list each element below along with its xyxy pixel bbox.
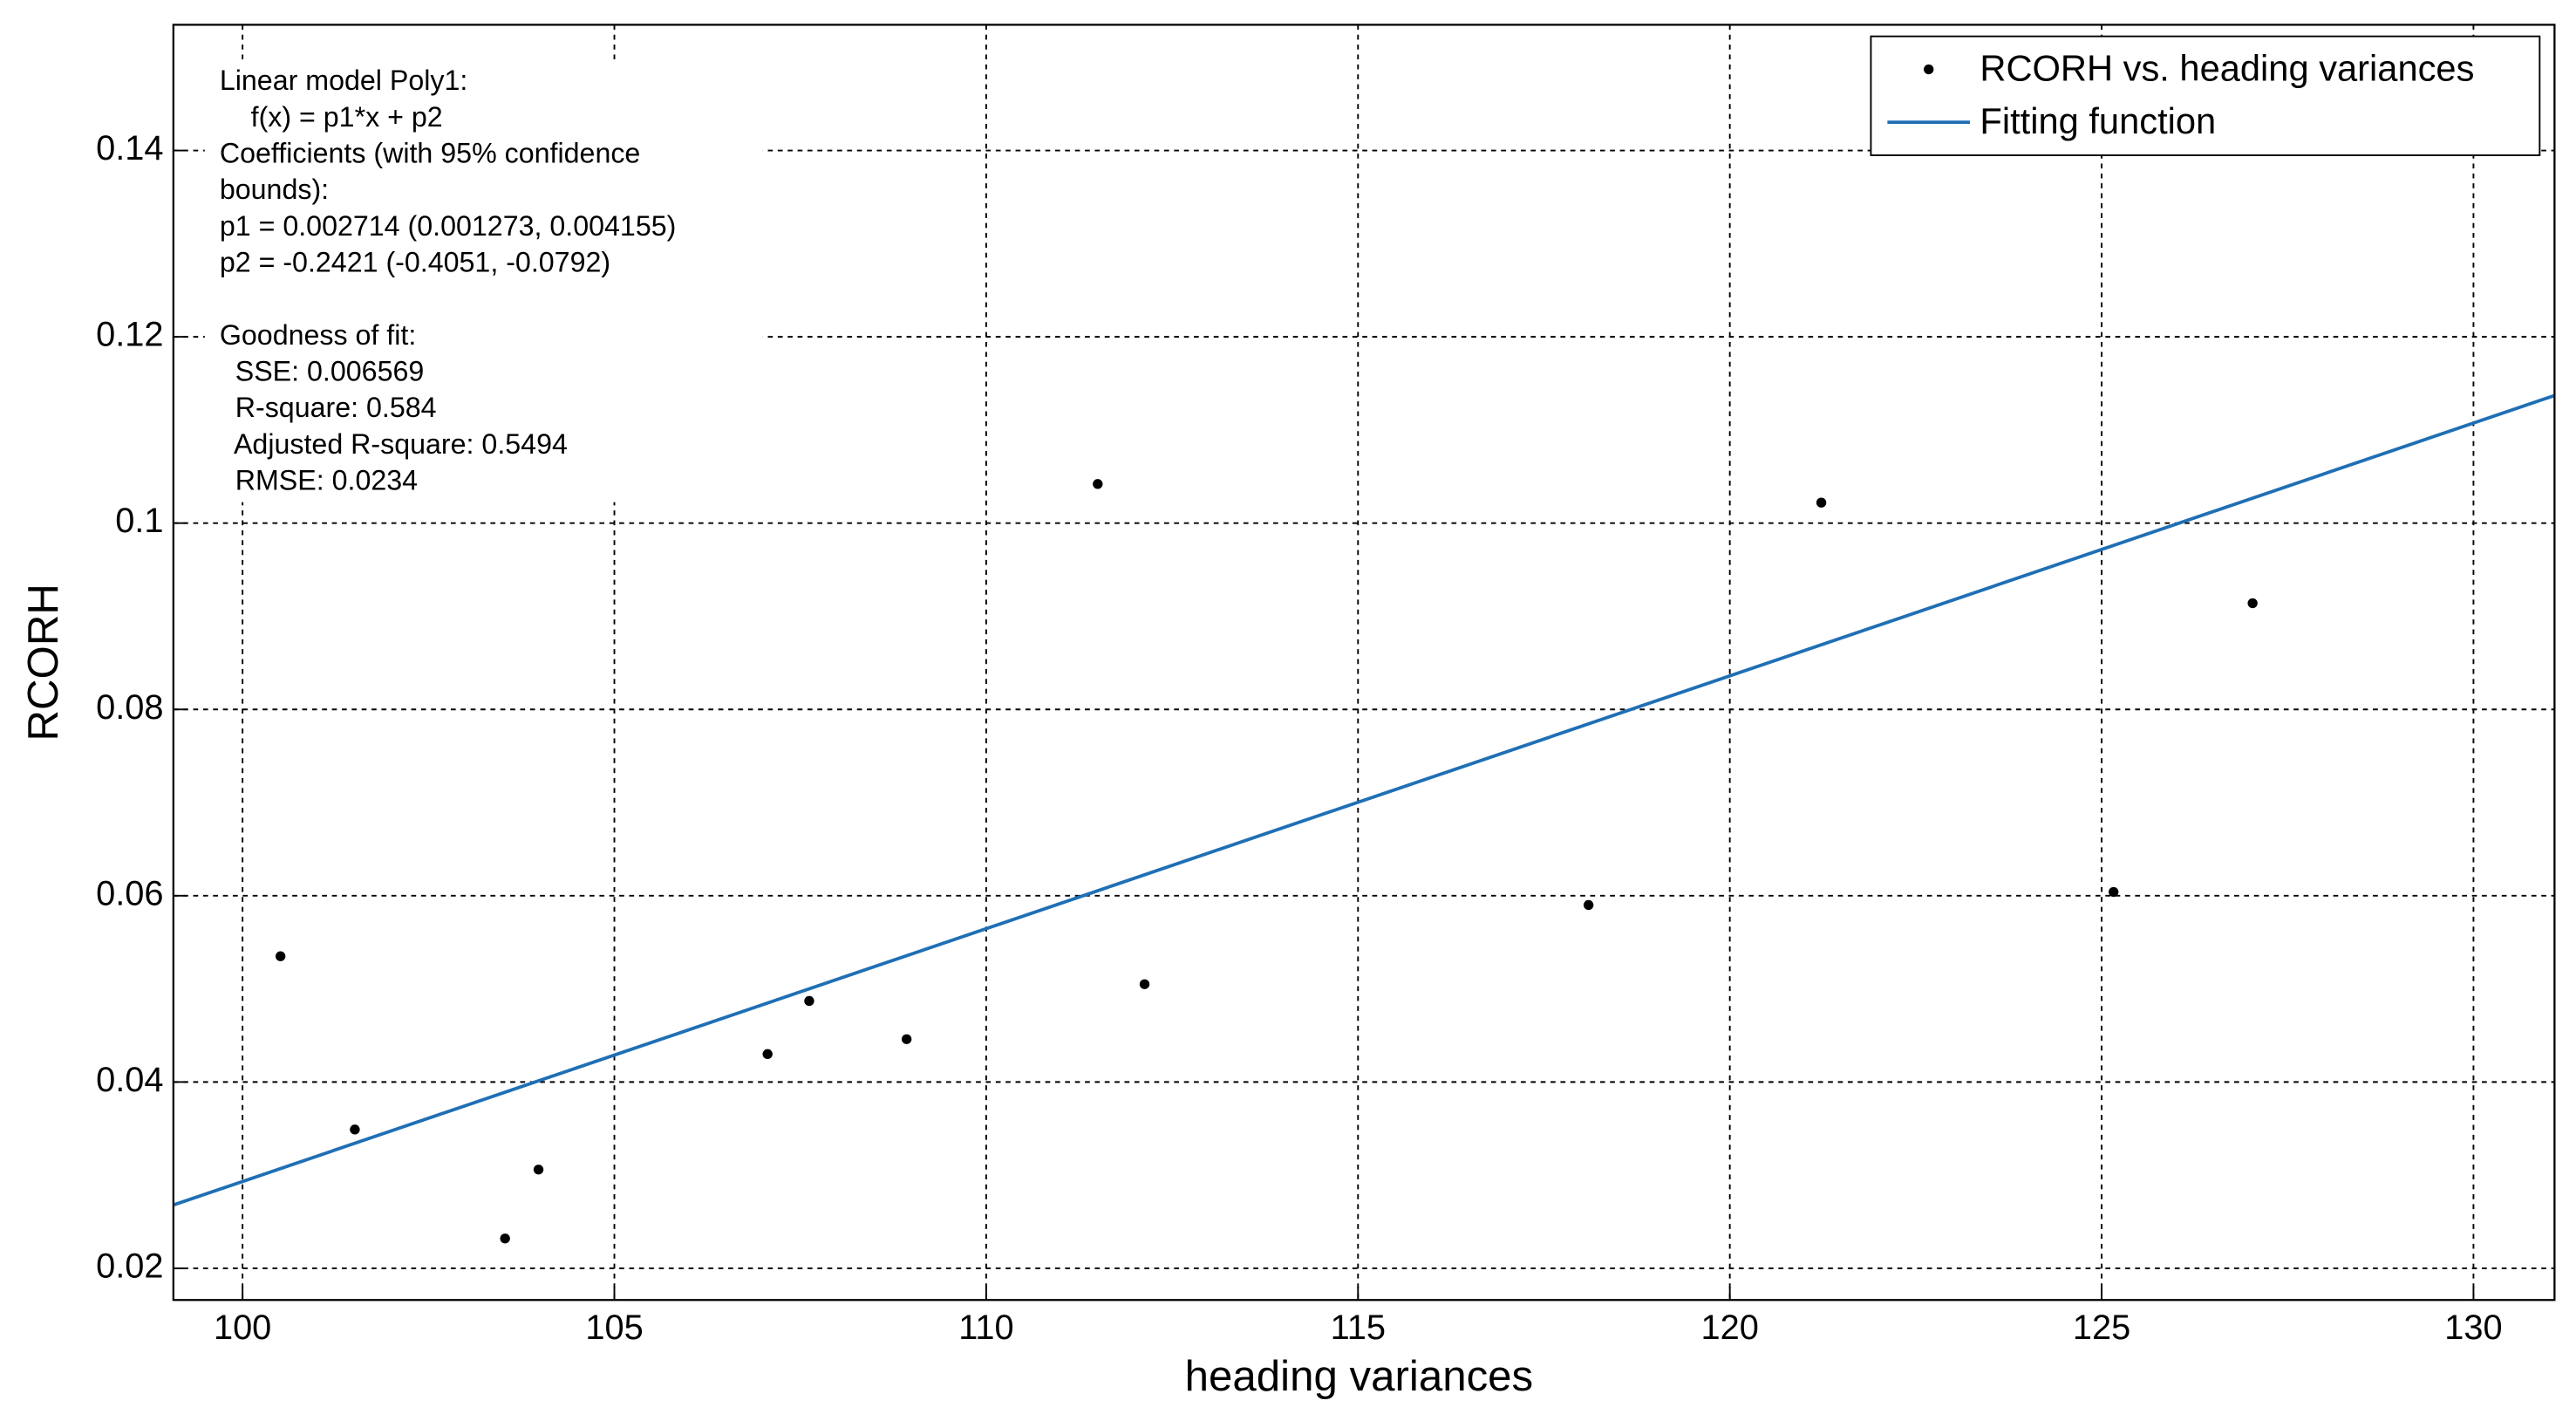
y-tick-label: 0.02 <box>96 1247 163 1285</box>
annotation-line: bounds): <box>220 174 329 205</box>
x-tick-label: 120 <box>1700 1308 1758 1347</box>
x-tick-label: 105 <box>585 1308 643 1347</box>
annotation-line: f(x) = p1*x + p2 <box>220 101 443 133</box>
fit-line <box>173 393 2555 1207</box>
x-tick-label: 125 <box>2073 1308 2130 1347</box>
data-point <box>2109 886 2119 898</box>
annotation-line: Adjusted R-square: 0.5494 <box>220 428 568 460</box>
legend-label: RCORH vs. heading variances <box>1980 47 2474 88</box>
x-axis-label: heading variances <box>1185 1352 1533 1400</box>
data-point <box>2247 598 2258 609</box>
annotation-line: RMSE: 0.0234 <box>220 464 418 495</box>
annotation-line: p2 = -0.2421 (-0.4051, -0.0792) <box>220 246 610 277</box>
data-point <box>275 951 286 961</box>
annotation-box <box>204 59 763 502</box>
x-tick-label: 100 <box>214 1308 271 1347</box>
y-axis-label: RCORH <box>19 584 67 741</box>
annotation-line: R-square: 0.584 <box>220 392 437 423</box>
y-tick-label: 0.06 <box>96 874 163 912</box>
legend-box <box>1870 35 2541 156</box>
y-tick-label: 0.08 <box>96 688 163 727</box>
axes-box <box>172 24 2556 1302</box>
x-tick-label: 110 <box>958 1308 1013 1347</box>
data-point <box>500 1233 510 1244</box>
annotation-line: Linear model Poly1: <box>220 65 468 96</box>
x-tick-label: 130 <box>2444 1308 2502 1347</box>
y-tick-label: 0.04 <box>96 1061 163 1099</box>
x-tick-label: 115 <box>1331 1308 1386 1347</box>
annotation-line: SSE: 0.006569 <box>220 355 424 386</box>
annotation-line: p1 = 0.002714 (0.001273, 0.004155) <box>220 210 677 242</box>
y-tick-label: 0.12 <box>96 316 163 354</box>
data-point <box>1816 497 1827 508</box>
data-point <box>350 1124 360 1135</box>
y-tick-label: 0.14 <box>96 129 163 167</box>
data-point <box>1139 979 1150 989</box>
legend-marker <box>1924 64 1934 75</box>
y-tick-label: 0.1 <box>115 502 163 540</box>
data-point <box>804 995 814 1007</box>
data-point <box>1583 899 1594 911</box>
data-point <box>762 1049 773 1060</box>
annotation-line: Goodness of fit: <box>220 319 416 351</box>
data-point <box>1093 479 1103 489</box>
legend-label: Fitting function <box>1980 100 2216 141</box>
data-point <box>533 1165 544 1175</box>
data-point <box>901 1034 912 1044</box>
annotation-line: Coefficients (with 95% confidence <box>220 137 640 168</box>
